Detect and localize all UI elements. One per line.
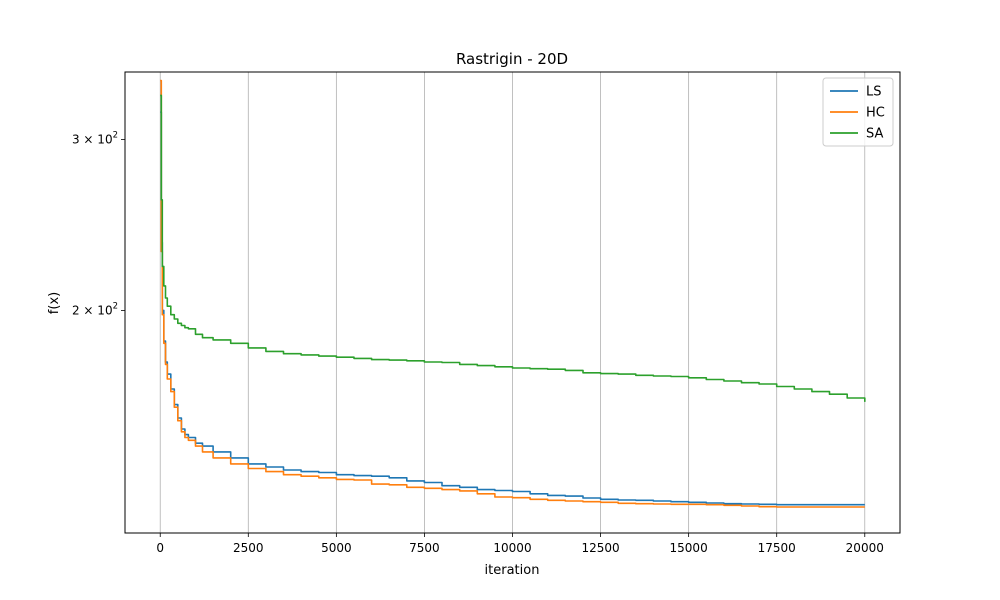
y-tick-label: 2 × 102 — [72, 301, 118, 317]
x-grid — [159, 72, 866, 533]
legend: LS HC SA — [822, 77, 894, 147]
plot-area — [160, 79, 866, 508]
x-axis-ticks: 0 2500 5000 7500 10000 12500 15000 17500 20000 — [156, 533, 884, 555]
x-tick-label: 7500 — [409, 541, 440, 555]
chart-title: Rastrigin - 20D — [456, 50, 568, 68]
legend-label-sa: SA — [866, 127, 883, 142]
series-line-sa — [160, 94, 866, 402]
y-axis-label: f(x) — [47, 292, 62, 314]
x-tick-label: 15000 — [670, 541, 708, 555]
series-line-hc — [160, 79, 865, 508]
x-tick-label: 0 — [156, 541, 164, 555]
legend-label-ls: LS — [866, 85, 882, 100]
y-tick-label: 3 × 102 — [72, 130, 118, 146]
x-tick-label: 20000 — [846, 541, 884, 555]
x-tick-label: 2500 — [233, 541, 264, 555]
x-tick-label: 17500 — [758, 541, 796, 555]
legend-label-hc: HC — [866, 106, 885, 121]
x-tick-label: 5000 — [321, 541, 352, 555]
x-tick-label: 10000 — [493, 541, 531, 555]
x-tick-label: 12500 — [581, 541, 619, 555]
y-axis-ticks: 3 × 102 2 × 102 — [72, 130, 125, 317]
x-axis-label: iteration — [485, 563, 540, 578]
